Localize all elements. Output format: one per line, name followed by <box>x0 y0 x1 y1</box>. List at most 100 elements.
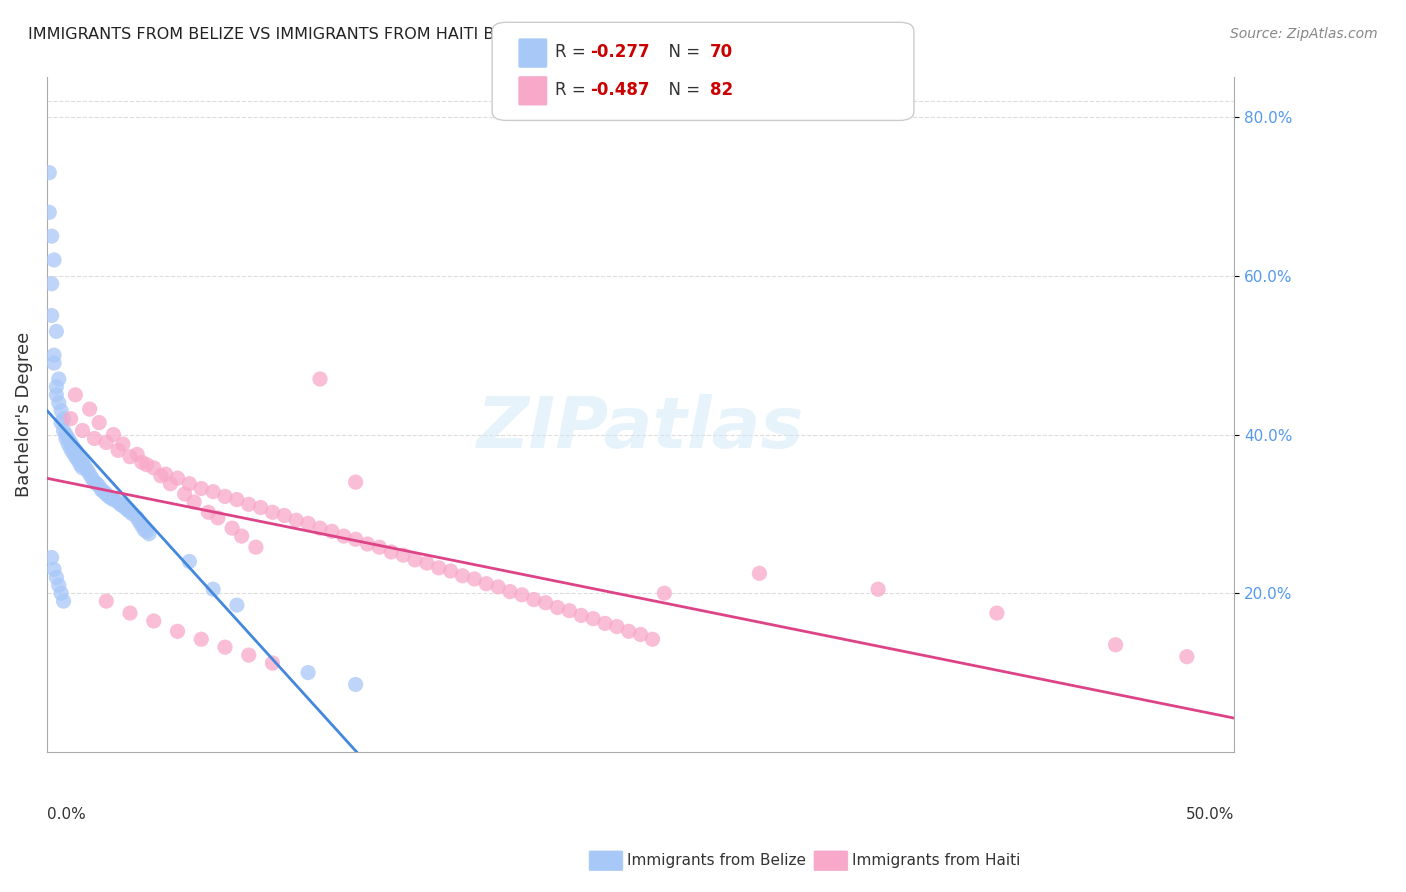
Point <box>214 490 236 504</box>
Point <box>131 455 153 469</box>
Point <box>202 582 225 597</box>
Point <box>107 443 129 458</box>
Point <box>55 427 77 442</box>
Point <box>66 453 89 467</box>
Point <box>38 166 60 180</box>
Point <box>52 411 75 425</box>
Point <box>440 564 463 578</box>
Point <box>45 324 67 338</box>
Point <box>748 566 770 581</box>
Point <box>96 487 118 501</box>
Point <box>117 503 139 517</box>
Point <box>65 443 87 458</box>
Point <box>83 432 105 446</box>
Point <box>238 648 260 662</box>
Text: -0.487: -0.487 <box>591 81 650 99</box>
Point <box>118 504 141 518</box>
Point <box>73 459 96 474</box>
Point <box>79 402 101 417</box>
Point <box>654 586 676 600</box>
Point <box>231 529 253 543</box>
Point <box>55 432 77 446</box>
Point <box>41 550 63 565</box>
Point <box>49 403 72 417</box>
Point <box>332 529 354 543</box>
Point <box>582 612 605 626</box>
Point <box>107 495 129 509</box>
Point <box>321 524 343 539</box>
Point <box>166 471 188 485</box>
Point <box>868 582 890 597</box>
Point <box>523 592 546 607</box>
Point <box>173 487 195 501</box>
Point <box>72 460 94 475</box>
Point <box>62 439 84 453</box>
Point <box>142 614 165 628</box>
Point <box>368 540 391 554</box>
Point <box>475 576 498 591</box>
Y-axis label: Bachelor's Degree: Bachelor's Degree <box>15 332 32 498</box>
Text: 82: 82 <box>710 81 733 99</box>
Point <box>58 437 80 451</box>
Point <box>90 483 112 497</box>
Text: Immigrants from Haiti: Immigrants from Haiti <box>852 854 1021 868</box>
Point <box>96 594 118 608</box>
Point <box>93 484 115 499</box>
Point <box>630 627 652 641</box>
Point <box>155 467 177 482</box>
Point <box>111 499 134 513</box>
Point <box>1175 649 1198 664</box>
Point <box>41 277 63 291</box>
Point <box>45 570 67 584</box>
Point <box>96 435 118 450</box>
Text: N =: N = <box>658 81 706 99</box>
Point <box>297 665 319 680</box>
Point <box>100 491 122 505</box>
Point <box>285 513 308 527</box>
Text: -0.277: -0.277 <box>591 43 650 62</box>
Point <box>606 619 628 633</box>
Point <box>42 562 65 576</box>
Point <box>297 516 319 531</box>
Point <box>534 596 557 610</box>
Point <box>207 511 229 525</box>
Point <box>344 533 367 547</box>
Point <box>142 460 165 475</box>
Point <box>547 600 569 615</box>
Point <box>89 479 111 493</box>
Point <box>52 594 75 608</box>
Point <box>128 515 150 529</box>
Point <box>49 416 72 430</box>
Point <box>159 476 181 491</box>
Point <box>118 606 141 620</box>
Point <box>641 632 664 647</box>
Point <box>41 229 63 244</box>
Point <box>59 411 82 425</box>
Point <box>49 586 72 600</box>
Point <box>593 616 616 631</box>
Point <box>52 424 75 438</box>
Point <box>179 476 201 491</box>
Point <box>135 524 157 539</box>
Point <box>103 427 125 442</box>
Point <box>121 507 143 521</box>
Point <box>221 521 243 535</box>
Point <box>86 476 108 491</box>
Point <box>392 548 415 562</box>
Point <box>69 458 91 472</box>
Point <box>499 584 522 599</box>
Point <box>617 624 640 639</box>
Point <box>48 372 70 386</box>
Point <box>309 372 332 386</box>
Point <box>179 554 201 568</box>
Point <box>59 435 82 450</box>
Point <box>69 451 91 466</box>
Point <box>183 495 205 509</box>
Point <box>344 475 367 490</box>
Point <box>45 388 67 402</box>
Point <box>344 677 367 691</box>
Point <box>569 608 592 623</box>
Point <box>262 505 284 519</box>
Point <box>83 475 105 490</box>
Point <box>114 500 136 515</box>
